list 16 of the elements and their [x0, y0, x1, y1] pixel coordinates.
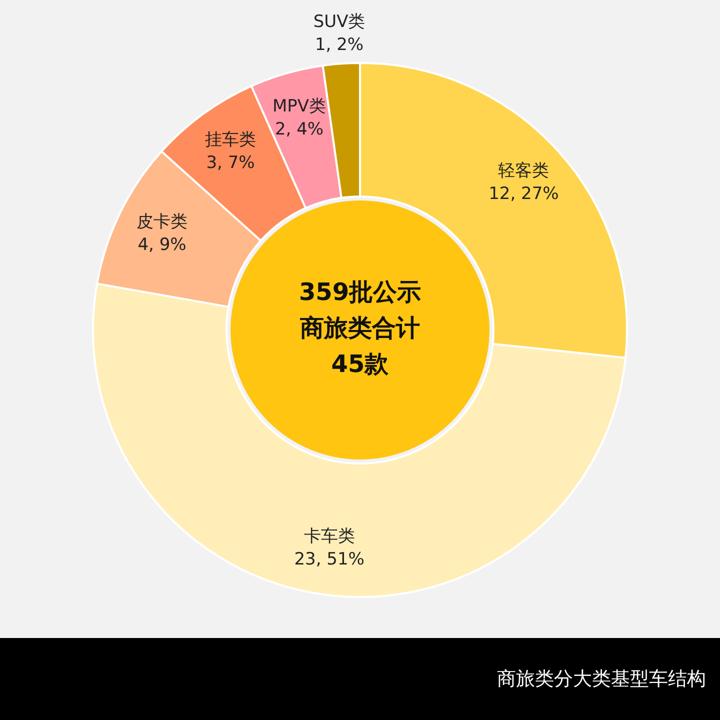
slice-label: 轻客类 [498, 161, 550, 182]
text: 商旅类分大类基型车结构 [0, 638, 720, 720]
text: 359批公示 [298, 278, 422, 306]
data-label: 2, 4% [274, 120, 324, 140]
data-label: 12, 27% [488, 184, 559, 204]
slice-label: SUV类 [313, 12, 366, 32]
slice-label: 挂车类 [205, 130, 256, 150]
slice-label: 卡车类 [304, 526, 355, 547]
data-label: 1, 2% [314, 35, 364, 56]
data-label: 4, 9% [138, 234, 186, 255]
text: 45款 [331, 350, 390, 378]
data-label: 3, 7% [206, 153, 255, 174]
text: 商旅类合计 [299, 314, 420, 342]
slice-label: MPV类 [272, 96, 326, 117]
data-label: 23, 51% [294, 550, 364, 570]
slice-label: 皮卡类 [136, 212, 188, 232]
